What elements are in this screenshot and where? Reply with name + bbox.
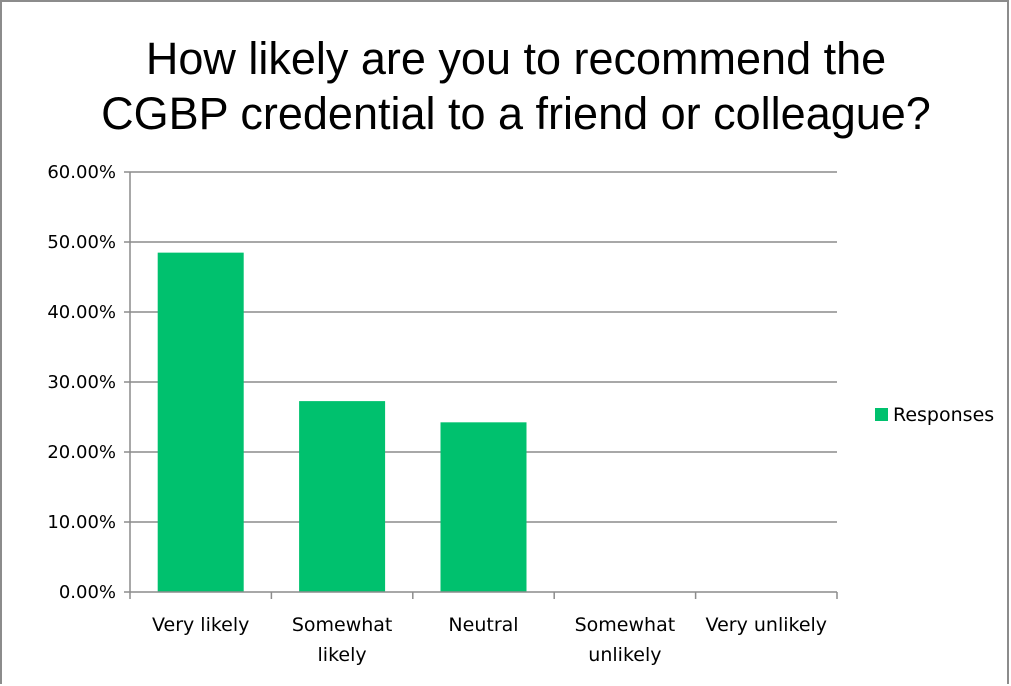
chart-title: How likely are you to recommend theCGBP … (101, 33, 931, 139)
legend: Responses (875, 404, 994, 426)
y-axis: 0.00% 10.00% 20.00% 30.00% 40.00% 50.00% 60.00… (47, 162, 131, 603)
bar (157, 252, 244, 592)
legend-swatch (875, 408, 888, 421)
y-tick-label: 60.00% (47, 162, 116, 183)
bar (440, 422, 527, 592)
x-category-label: Somewhat (575, 614, 676, 636)
x-category-label: Neutral (448, 614, 518, 636)
y-tick-label: 20.00% (47, 442, 116, 463)
y-tick-label: 30.00% (47, 372, 116, 393)
x-category-label: Very unlikely (706, 614, 828, 636)
x-category-label: Somewhat (292, 614, 393, 636)
x-category-label: unlikely (588, 644, 661, 666)
x-axis: Very likely Somewhat likely Neutral Somewhat… (129, 591, 838, 666)
y-tick-label: 40.00% (47, 302, 116, 323)
chart-title-line: CGBP credential to a friend or colleague… (101, 88, 931, 139)
x-category-label: Very likely (152, 614, 249, 636)
x-category-label: likely (318, 644, 367, 666)
legend-label: Responses (893, 404, 994, 426)
bars (157, 252, 527, 592)
y-tick-label: 0.00% (59, 582, 116, 603)
bar (299, 401, 386, 592)
chart-title-line: How likely are you to recommend the (146, 33, 886, 84)
gridlines (130, 171, 837, 523)
y-tick-label: 10.00% (47, 512, 116, 533)
y-tick-label: 50.00% (47, 232, 116, 253)
